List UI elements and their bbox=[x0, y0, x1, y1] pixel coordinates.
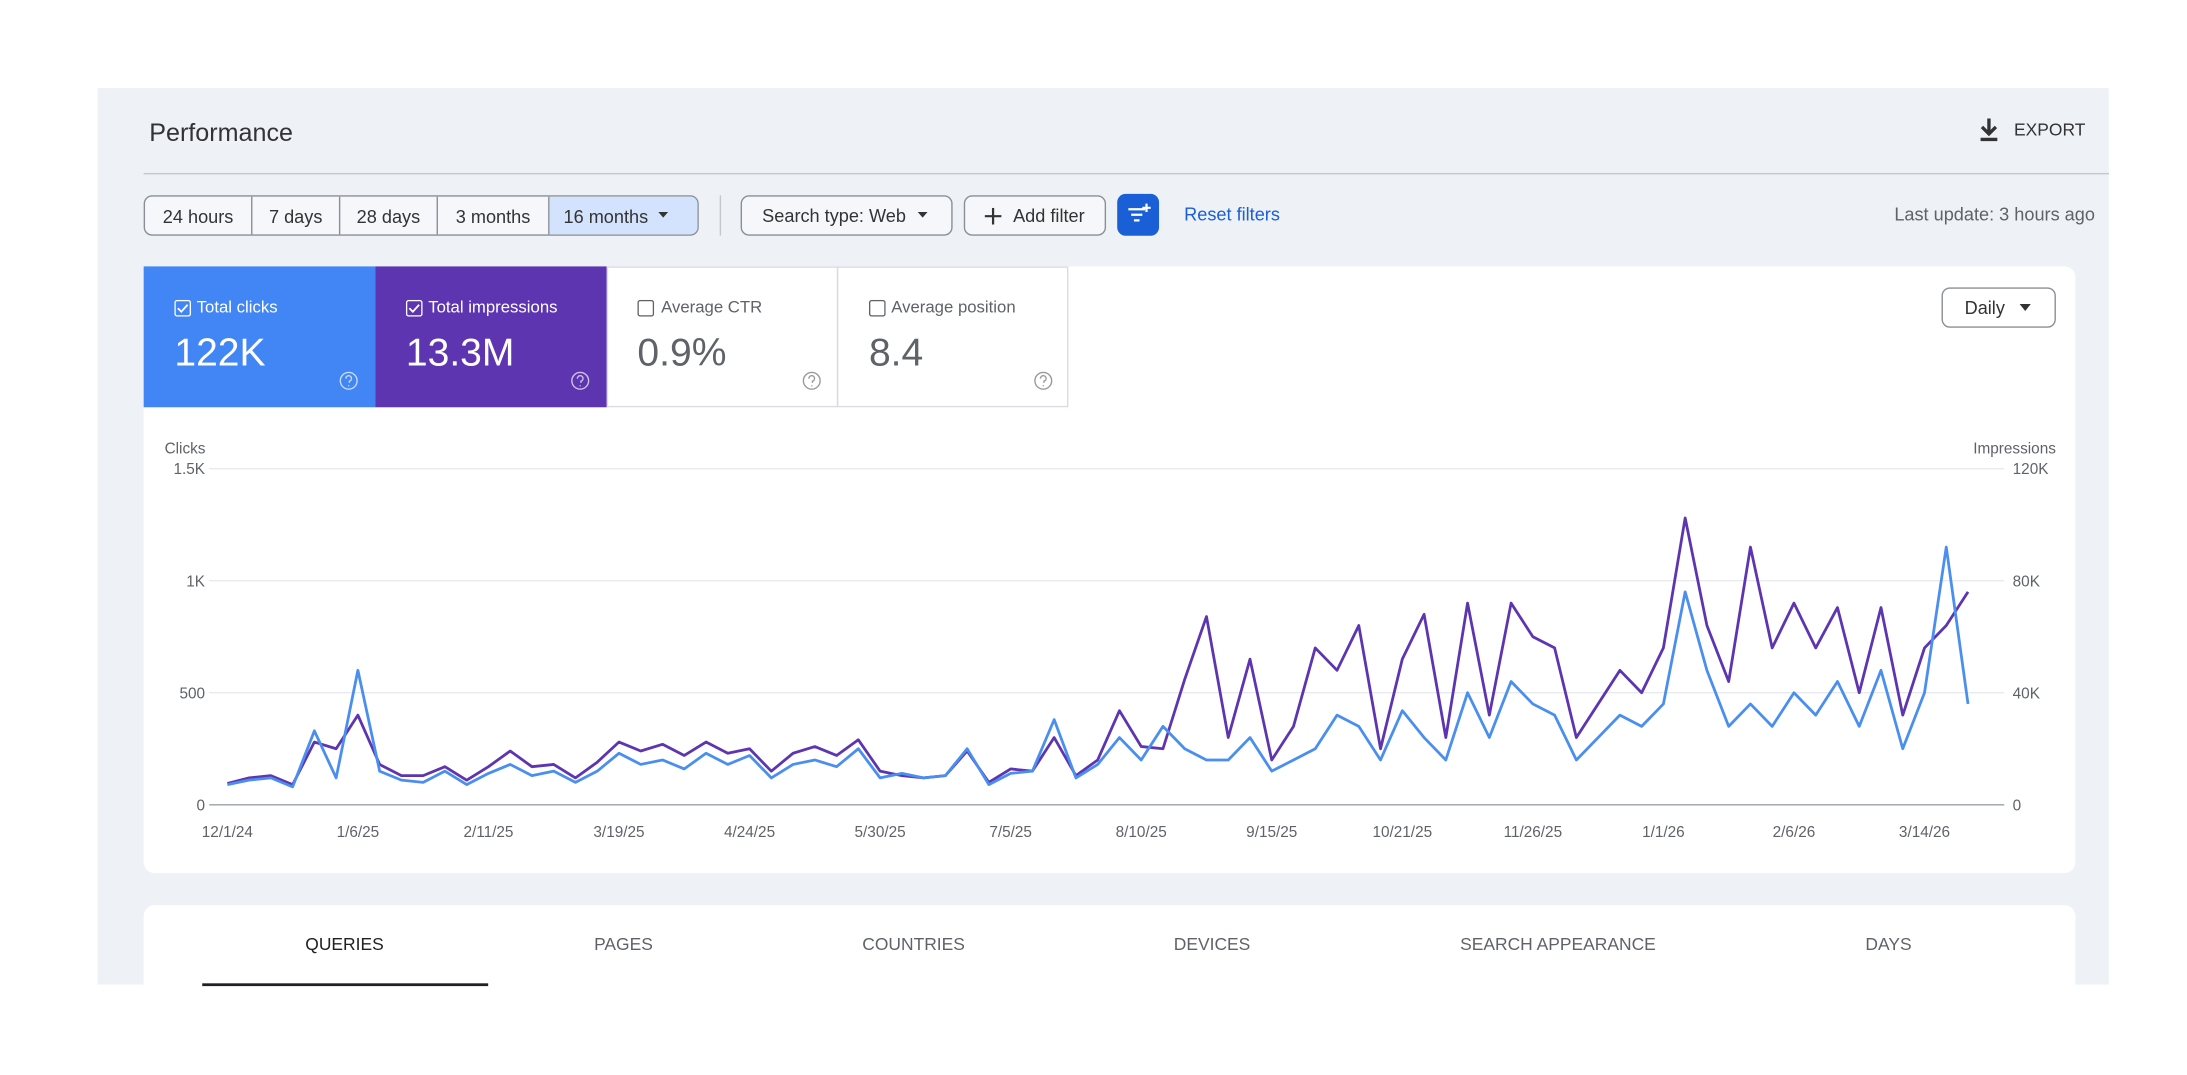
tab[interactable]: SEARCH APPEARANCE bbox=[1460, 934, 1656, 955]
tab[interactable]: DAYS bbox=[1865, 934, 1912, 955]
y2-axis-title: Impressions bbox=[1973, 440, 2056, 457]
series-line bbox=[227, 545, 1970, 789]
x-tick-label: 8/10/25 bbox=[1116, 824, 1167, 841]
filter-icon-button[interactable] bbox=[1117, 193, 1160, 236]
metric-tile[interactable]: Total clicks 122K bbox=[143, 266, 376, 408]
x-tick-label: 11/26/25 bbox=[1504, 824, 1563, 841]
range-button[interactable]: 24 hours bbox=[145, 196, 253, 235]
help-icon bbox=[802, 371, 821, 390]
x-tick-label: 3/19/25 bbox=[593, 824, 644, 841]
metric-value: 13.3M bbox=[405, 330, 515, 374]
tab[interactable]: COUNTRIES bbox=[862, 934, 965, 955]
y-tick-label: 0 bbox=[196, 797, 205, 814]
add-filter-label: Add filter bbox=[1013, 205, 1085, 226]
checkbox-checked bbox=[174, 299, 192, 317]
search-type-label: Search type: Web bbox=[762, 205, 906, 226]
download-icon bbox=[1980, 118, 1998, 142]
metric-label: Average CTR bbox=[661, 297, 763, 317]
metric-label: Total impressions bbox=[428, 297, 558, 317]
chart: Clicks Impressions 0 500 1K 1.5K 0 40K 80K 120K 12… bbox=[165, 440, 2057, 841]
y2-tick-label: 40K bbox=[2013, 685, 2041, 702]
metric-value: 122K bbox=[174, 330, 266, 374]
checkbox bbox=[868, 299, 886, 317]
x-tick-label: 1/6/25 bbox=[337, 824, 380, 841]
last-update: Last update: 3 hours ago bbox=[1894, 203, 2095, 225]
metric-tile[interactable]: Total impressions 13.3M bbox=[375, 266, 607, 408]
help-icon bbox=[571, 371, 590, 390]
tab-underline bbox=[202, 983, 489, 987]
series-line bbox=[226, 516, 1970, 787]
x-tick-label: 10/21/25 bbox=[1372, 824, 1432, 841]
y-tick-label: 1K bbox=[186, 573, 206, 590]
x-tick-label: 2/6/26 bbox=[1773, 824, 1816, 841]
x-tick-label: 2/11/25 bbox=[463, 824, 513, 841]
checkbox-checked bbox=[405, 299, 423, 317]
y-axis-title: Clicks bbox=[165, 440, 206, 457]
separator bbox=[719, 195, 722, 236]
range-button-selected[interactable]: 16 months bbox=[549, 196, 698, 235]
range-group: 24 hours 7 days 28 days 3 months 16 mont… bbox=[143, 195, 699, 236]
metric-tile[interactable]: Average CTR 0.9% bbox=[606, 266, 839, 408]
metric-tile[interactable]: Average position 8.4 bbox=[836, 266, 1069, 408]
export-label: EXPORT bbox=[2014, 119, 2086, 140]
y-tick-label: 500 bbox=[179, 685, 205, 702]
x-tick-label: 5/30/25 bbox=[855, 824, 906, 841]
x-tick-label: 12/1/24 bbox=[202, 824, 254, 841]
page-title: Performance bbox=[149, 118, 293, 147]
plus-icon bbox=[985, 207, 1002, 224]
x-tick-label: 3/14/26 bbox=[1899, 824, 1950, 841]
dropdown-arrow bbox=[2020, 303, 2032, 311]
x-tick-label: 1/1/26 bbox=[1642, 824, 1685, 841]
export-button[interactable]: EXPORT bbox=[1978, 117, 2086, 142]
y2-tick-label: 0 bbox=[2013, 797, 2022, 814]
range-button[interactable]: 7 days bbox=[252, 196, 341, 235]
page-bottom bbox=[0, 984, 2187, 1075]
tab[interactable]: DEVICES bbox=[1173, 934, 1251, 955]
x-tick-label: 9/15/25 bbox=[1246, 824, 1297, 841]
y2-tick-label: 80K bbox=[2013, 573, 2041, 590]
tab[interactable]: PAGES bbox=[594, 934, 653, 955]
reset-filters[interactable]: Reset filters bbox=[1184, 203, 1280, 225]
tab-selected[interactable]: QUERIES bbox=[305, 934, 384, 955]
metric-label: Average position bbox=[891, 297, 1016, 317]
x-tick-label: 4/24/25 bbox=[724, 824, 775, 841]
range-button[interactable]: 3 months bbox=[438, 196, 550, 235]
range-label: 16 months bbox=[563, 205, 649, 227]
search-type-button[interactable]: Search type: Web bbox=[740, 195, 953, 236]
y2-tick-label: 120K bbox=[2013, 461, 2050, 478]
checkbox bbox=[637, 299, 655, 317]
x-tick-label: 7/5/25 bbox=[989, 824, 1032, 841]
filter-icon bbox=[1128, 203, 1151, 222]
metric-value: 8.4 bbox=[868, 330, 924, 374]
help-icon bbox=[1034, 371, 1053, 390]
dropdown-arrow bbox=[657, 212, 668, 218]
y-tick-label: 1.5K bbox=[173, 461, 205, 478]
metric-label: Total clicks bbox=[196, 297, 278, 317]
metric-value: 0.9% bbox=[637, 330, 727, 374]
granularity-button[interactable]: Daily bbox=[1941, 287, 2056, 328]
granularity-label: Daily bbox=[1964, 297, 2005, 319]
range-button[interactable]: 28 days bbox=[340, 196, 438, 235]
add-filter-button[interactable]: Add filter bbox=[963, 195, 1107, 236]
divider bbox=[143, 172, 2109, 175]
dropdown-arrow bbox=[917, 211, 927, 217]
help-icon bbox=[339, 371, 358, 390]
